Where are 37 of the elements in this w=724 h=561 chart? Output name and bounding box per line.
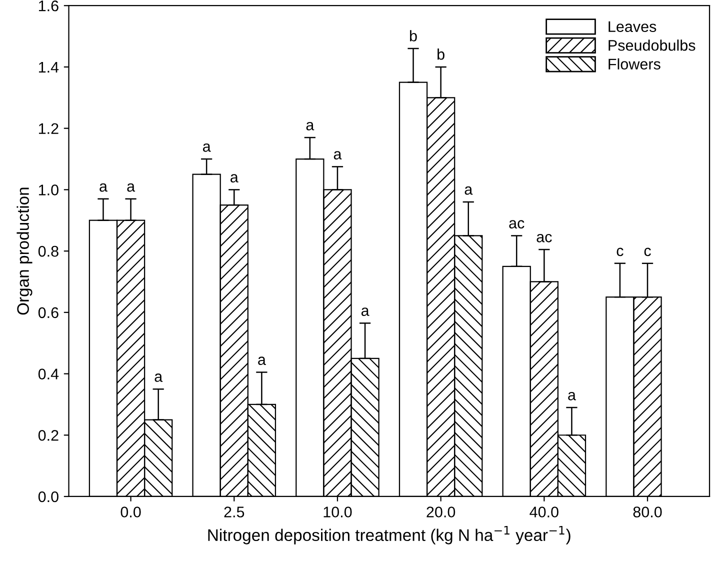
annotation: a [202,143,211,152]
x-tick-label: 10.0 [324,506,352,518]
x-tick-label: 80.0 [633,506,662,518]
annotation: c [616,248,624,256]
y-tick-label: 1.4 [38,62,59,73]
y-axis-title: Organ production [16,188,32,315]
annotation: a [568,392,576,400]
annotation: a [334,151,342,160]
annotation: a [258,356,266,366]
x-tick-label: 20.0 [426,506,456,518]
y-tick-label: 0.4 [38,368,59,380]
annotation: a [464,186,473,195]
x-axis-title: Nitrogen deposition treatment (kg N ha$^{−1}$ year$^{−1}$) [208,526,570,544]
y-tick-label: 1.2 [38,123,58,134]
y-tick-label: 0.8 [38,246,58,257]
annotation: ac [536,234,552,242]
annotation: b [410,30,417,42]
x-tick-label: 40.0 [530,506,558,518]
annotation: a [154,374,163,382]
annotation: a [127,183,136,192]
y-tick-label: 0.0 [38,491,58,502]
y-tick-label: 1.0 [38,184,58,196]
x-tick-label: 0.0 [120,506,141,518]
annotation: c [644,248,651,256]
y-tick-label: 0.6 [38,307,58,318]
annotation: a [361,308,370,316]
y-tick-label: 0.2 [38,430,58,441]
legend-label: Flowers [608,58,660,70]
annotation: a [306,122,314,130]
annotation: a [230,174,238,182]
annotation: a [100,183,108,192]
annotation: b [438,48,444,60]
x-tick-label: 2.5 [224,506,244,518]
annotation: ac [509,220,524,229]
legend-label: Leaves [608,21,656,32]
y-tick-label: 1.6 [38,0,58,12]
legend-label: Pseudobulbs [608,40,696,51]
